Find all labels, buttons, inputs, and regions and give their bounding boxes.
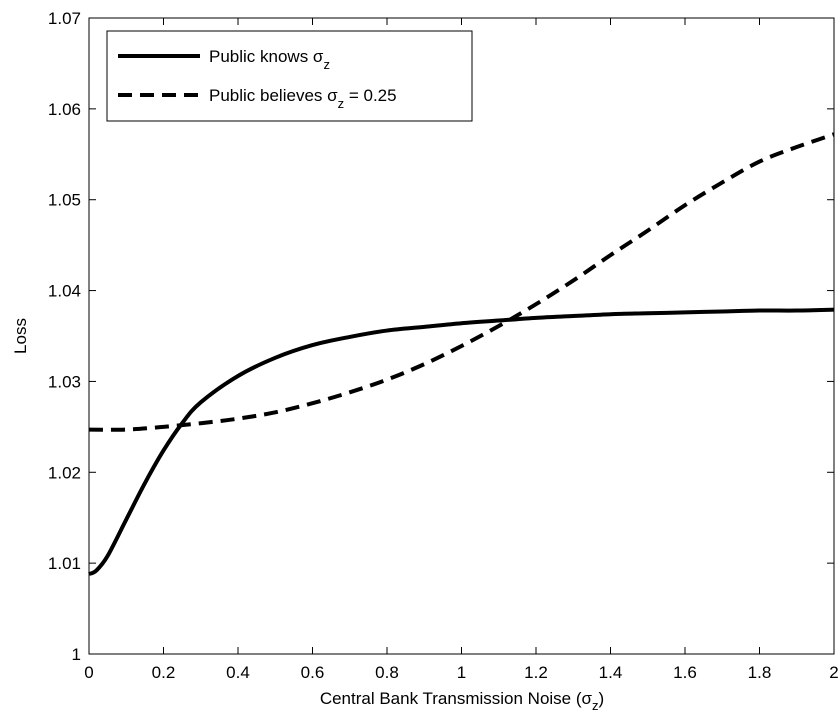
- x-tick-label: 0.2: [152, 663, 176, 682]
- series-line-solid: [88, 307, 835, 576]
- y-tick-label: 1.07: [48, 9, 81, 28]
- y-tick-label: 1.03: [48, 372, 81, 391]
- x-tick-label: 1.6: [673, 663, 697, 682]
- series-layer: [88, 132, 835, 576]
- y-tick-label: 1.02: [48, 463, 81, 482]
- x-tick-labels: 0 0.2 0.4 0.6 0.8 1 1.2 1.4 1.6 1.8 2: [84, 663, 838, 682]
- tick-marks: [88, 17, 835, 655]
- legend-label-series-1: Public knows σz: [209, 47, 330, 72]
- plot-frame: [88, 17, 835, 655]
- x-tick-label: 0: [84, 663, 93, 682]
- x-tick-label: 0.8: [375, 663, 399, 682]
- y-axis-label: Loss: [11, 318, 30, 354]
- x-axis-label: Central Bank Transmission Noise (σz): [320, 689, 604, 713]
- y-tick-label: 1.05: [48, 191, 81, 210]
- legend-series-2-subscript: z: [338, 96, 345, 111]
- x-tick-label: 0.4: [226, 663, 250, 682]
- legend-series-1-subscript: z: [323, 57, 330, 72]
- y-tick-label: 1.04: [48, 282, 81, 301]
- legend: Public knows σz Public believes σz = 0.2…: [106, 30, 473, 122]
- y-tick-label: 1.01: [48, 554, 81, 573]
- x-tick-label: 1: [457, 663, 466, 682]
- y-tick-label: 1.06: [48, 100, 81, 119]
- x-axis-label-close: ): [599, 689, 605, 708]
- y-tick-labels: 1 1.01 1.02 1.03 1.04 1.05 1.06 1.07: [48, 9, 81, 664]
- x-tick-label: 1.4: [599, 663, 623, 682]
- legend-series-2-suffix: = 0.25: [344, 86, 396, 105]
- legend-box: [106, 30, 473, 122]
- x-tick-label: 1.2: [524, 663, 548, 682]
- x-axis-label-main: Central Bank Transmission Noise (σ: [320, 689, 593, 708]
- series-line-dashed: [88, 132, 835, 432]
- x-tick-label: 2: [829, 663, 838, 682]
- x-tick-label: 1.8: [748, 663, 772, 682]
- x-tick-label: 0.6: [301, 663, 325, 682]
- y-tick-label: 1: [72, 645, 81, 664]
- legend-label-series-2: Public believes σz = 0.25: [209, 86, 397, 111]
- legend-series-1-name: Public knows σ: [209, 47, 324, 66]
- legend-series-2-name: Public believes σ: [209, 86, 338, 105]
- x-axis-label-subscript: z: [592, 698, 599, 713]
